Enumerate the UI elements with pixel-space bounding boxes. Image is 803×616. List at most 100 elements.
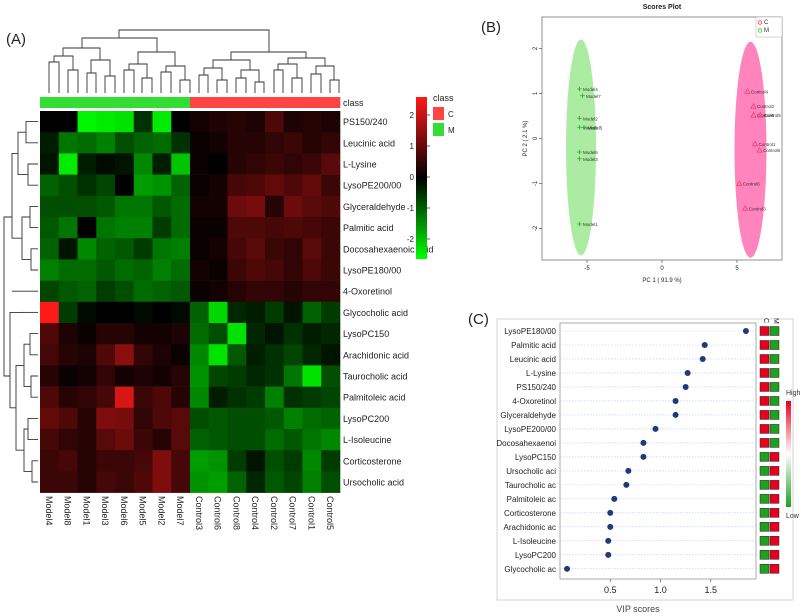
column-dendrogram-branch: [235, 77, 247, 93]
feature-label: Corticosterone: [504, 509, 557, 518]
heatmap-cell: [40, 238, 60, 260]
heatmap-cell: [208, 429, 228, 451]
class-cell-M: [769, 340, 780, 350]
heatmap-cell: [152, 323, 172, 345]
heatmap-cell: [115, 132, 135, 154]
heatmap-cell: [58, 386, 78, 409]
y-tick-label: 1: [533, 91, 539, 95]
column-dendrogram-branch: [160, 71, 172, 93]
heatmap-cell: [208, 323, 228, 345]
heatmap-cell: [152, 132, 172, 154]
heatmap-cell: [152, 344, 172, 366]
column-dendrogram-branch: [277, 63, 298, 78]
legend-marker: [757, 28, 763, 33]
class-column-header: M: [772, 318, 779, 324]
column-label: Model7: [175, 496, 185, 526]
heatmap-cell: [40, 386, 60, 409]
heatmap-cell: [265, 132, 285, 154]
heatmap-cell: [40, 280, 60, 303]
heatmap-cell: [208, 407, 228, 430]
y-axis-label: PC 2 ( 2.1 %): [523, 120, 529, 156]
column-dendrogram-branch: [86, 72, 97, 93]
heatmap-cell: [171, 111, 191, 133]
feature-label: Leucinic acid: [510, 355, 556, 364]
score-point-C: [742, 205, 749, 211]
heatmap-cell: [171, 153, 191, 175]
legend-high-label: High: [786, 390, 801, 397]
score-point-C: [756, 146, 763, 153]
heatmap-cell: [40, 174, 60, 197]
column-dendrogram-branch: [118, 29, 270, 52]
heatmap-cell: [171, 195, 191, 218]
heatmap-cell: [58, 471, 78, 493]
vip-point: [607, 523, 614, 530]
class-cell-C: [759, 340, 770, 350]
plot-frame: [559, 322, 757, 580]
heatmap-cell: [190, 301, 210, 324]
heatmap-cell: [283, 301, 303, 324]
heatmap-cell: [208, 174, 228, 197]
point-label: Control6: [743, 182, 761, 187]
class-cell-M: [769, 424, 780, 434]
heatmap-cell: [96, 323, 116, 345]
row-label: Glycocholic acid: [343, 308, 408, 318]
x-tick-label: 5: [735, 266, 739, 272]
x-tick-label: -5: [584, 266, 590, 272]
heatmap-cell: [77, 195, 97, 218]
column-dendrogram-branch: [329, 79, 340, 93]
heatmap-cell: [133, 259, 153, 281]
heatmap-cell: [77, 132, 97, 154]
heatmap-cell: [190, 259, 210, 281]
vip-point: [607, 509, 614, 516]
point-label: Control2: [757, 104, 775, 109]
feature-label: Glyceraldehyde: [500, 411, 556, 420]
heatmap-cell: [227, 195, 247, 218]
column-label: Model6: [119, 496, 129, 526]
heatmap-cell: [246, 450, 266, 472]
vip-point: [623, 481, 630, 488]
heatmap-cell: [77, 217, 97, 239]
point-label: Control6: [757, 113, 775, 118]
heatmap-cell: [246, 153, 266, 175]
heatmap-cell: [77, 429, 97, 451]
class-cell-C: [759, 536, 770, 546]
heatmap-cell: [227, 471, 247, 493]
heatmap-cell: [321, 238, 341, 260]
heatmap-cell: [190, 153, 210, 175]
heatmap-cell: [227, 132, 247, 154]
heatmap-cell: [265, 365, 285, 387]
heatmap-cell: [321, 259, 341, 281]
heatmap-cell: [190, 407, 210, 430]
heatmap-cell: [283, 195, 303, 218]
heatmap-cell: [246, 217, 266, 239]
vip-point: [672, 397, 679, 404]
point-label: Control5: [764, 113, 782, 118]
y-tick-label: 0: [533, 136, 539, 140]
vip-point: [699, 355, 706, 362]
heatmap-cell: [246, 238, 266, 260]
heatmap-cell: [133, 217, 153, 239]
heatmap-cell: [96, 132, 116, 154]
heatmap-cell: [227, 450, 247, 472]
column-label: Control3: [194, 496, 204, 530]
class-cell-M: [769, 382, 780, 392]
heatmap-cell: [96, 217, 116, 239]
vip-point: [701, 341, 708, 348]
heatmap-cell: [171, 238, 191, 260]
column-dendrogram-branch: [81, 37, 158, 52]
column-dendrogram-branch: [254, 81, 265, 93]
class-key-label: M: [448, 126, 455, 135]
row-label: PS150/240: [343, 117, 388, 127]
heatmap-cell: [96, 195, 116, 218]
heatmap-cell: [152, 238, 172, 260]
feature-label: LysoPC200: [515, 551, 557, 560]
vip-point: [640, 453, 647, 460]
heatmap-cell: [40, 407, 60, 430]
row-label: Leucinic acid: [343, 138, 395, 148]
heatmap-cell: [133, 471, 153, 493]
row-dendrogram-branch: [30, 248, 38, 271]
heatmap-cell: [133, 280, 153, 303]
heatmap-cell: [283, 386, 303, 409]
heatmap-cell: [115, 174, 135, 197]
feature-label: LysoPC150: [515, 453, 557, 462]
